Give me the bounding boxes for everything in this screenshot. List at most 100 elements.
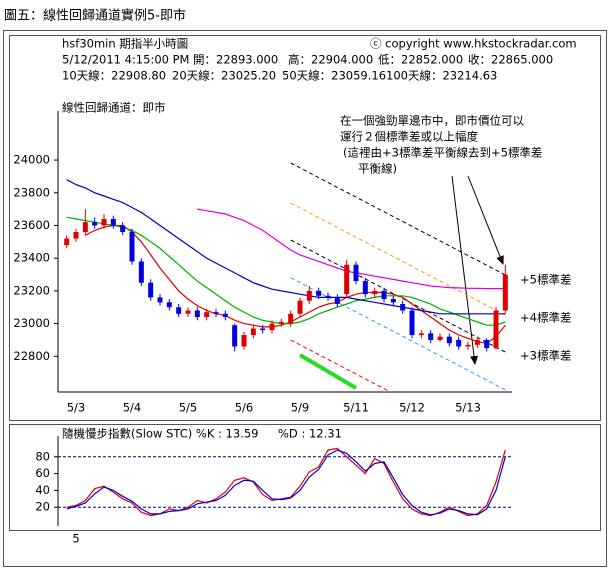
info-low: 低：22852.000 [378,53,463,67]
candle-body [493,310,499,349]
x-tick-label: 5/13 [455,401,481,415]
series-line [66,216,506,326]
annotation: 運行２個標準差或以上幅度 [340,130,478,144]
candle-body [344,264,350,295]
candle-body [194,310,200,318]
copyright: ⓒ copyright www.hkstockradar.com [370,37,577,51]
candle-body [241,335,247,347]
channel-line [290,202,506,316]
candle-body [82,222,88,233]
price-plot [64,162,508,392]
price-panel [9,35,601,421]
candle-body [185,310,191,314]
channel-label: +3標準差 [520,349,571,363]
y-tick-label: 23800 [13,185,50,199]
candle-body [73,232,79,239]
chart-title: hsf30min 期指半小時圖 [62,37,188,51]
candle-body [232,325,238,347]
x-tick-label: 5/3 [67,401,86,415]
channel-line [290,277,506,391]
series-line [85,224,506,344]
outer-frame [3,30,607,567]
candle-body [138,261,144,283]
y-tick-label: 24000 [13,153,50,167]
candle-body [325,295,331,298]
series-line [66,179,506,315]
candle-body [437,336,443,340]
x-tick-label: 5/12 [399,401,425,415]
stc-plot [58,447,512,517]
candle-body [269,323,275,331]
candle-body [306,290,312,301]
info-open: 開：22893.000 [193,53,278,67]
x-tick-label: 5/4 [123,401,142,415]
candle-body [428,333,434,340]
candle-body [484,339,490,349]
series-line [197,208,506,290]
x-tick-label: 5/6 [235,401,254,415]
candle-body [250,328,256,336]
candle-body [222,313,228,318]
annotation: (這裡由+3標準差平衡線去到+5標準差 [343,146,542,160]
candle-body [502,274,508,311]
y-tick-label: 22800 [13,349,50,363]
arrow [451,175,478,365]
x-tick-label: 5/9 [291,401,310,415]
candle-body [334,297,340,304]
series-line [66,449,506,516]
y-tick-label: 80 [35,449,50,463]
legend-entry: 10天線：22908.80 [62,69,166,83]
info-high: 高：22904.000 [288,53,373,67]
candle-body [288,313,294,324]
legend-entry: 100天線：23214.63 [386,69,497,83]
candle-body [176,307,182,314]
stc-panel [9,424,601,531]
candle-body [92,222,98,226]
candle-body [110,218,116,226]
candle-body [157,297,163,303]
y-tick-label: 20 [35,500,50,514]
legend-entry: 50天線：23059.16 [282,69,386,83]
candle-body [148,282,154,298]
info-date: 5/12/2011 4:15:00 PM [62,53,189,67]
candle-body [213,312,219,314]
candle-body [353,264,359,282]
candle-body [316,290,322,296]
y-tick-label: 40 [35,483,50,497]
candle-body [465,344,471,347]
candle-body [204,312,210,318]
legend-entry: 20天線：23025.20 [172,69,276,83]
channel-label: +5標準差 [520,273,571,287]
legend-entry: %D : 12.31 [278,427,342,441]
candle-body [64,238,70,246]
subtitle: 線性回歸通道：即市 [62,101,166,115]
info-close: 收：22865.000 [468,53,553,67]
candle-body [390,299,396,303]
stc-title: 隨機慢步指數(Slow STC) %K : 13.59 [62,427,258,441]
annotation: 平衡線) [358,162,397,176]
y-tick-label: 23400 [13,251,50,265]
candle-body [166,302,172,308]
candle-body [446,336,452,344]
candle-body [409,310,415,336]
caption: 圖五：線性回歸通道實例5-即市 [4,8,186,24]
axes: 22800 23000 23200 23400 23600 23800 24000 5/3 5/… [13,69,497,546]
candle-body [297,300,303,314]
channel-label: +4標準差 [520,311,571,325]
y-tick-label: 60 [35,466,50,480]
y-tick-label: 23200 [13,283,50,297]
candle-body [372,290,378,295]
candle-body [474,339,480,345]
x-tick-label: 5/5 [179,401,198,415]
candle-body [418,333,424,336]
candle-body [456,339,462,347]
y-tick-label: 23000 [13,316,50,330]
candle-body [120,225,126,233]
x-tick-label: 5/11 [343,401,369,415]
channel-line [290,162,506,276]
highlight-line [298,353,358,390]
candle-body [129,232,135,262]
series-line [66,447,506,517]
candle-body [400,303,406,311]
